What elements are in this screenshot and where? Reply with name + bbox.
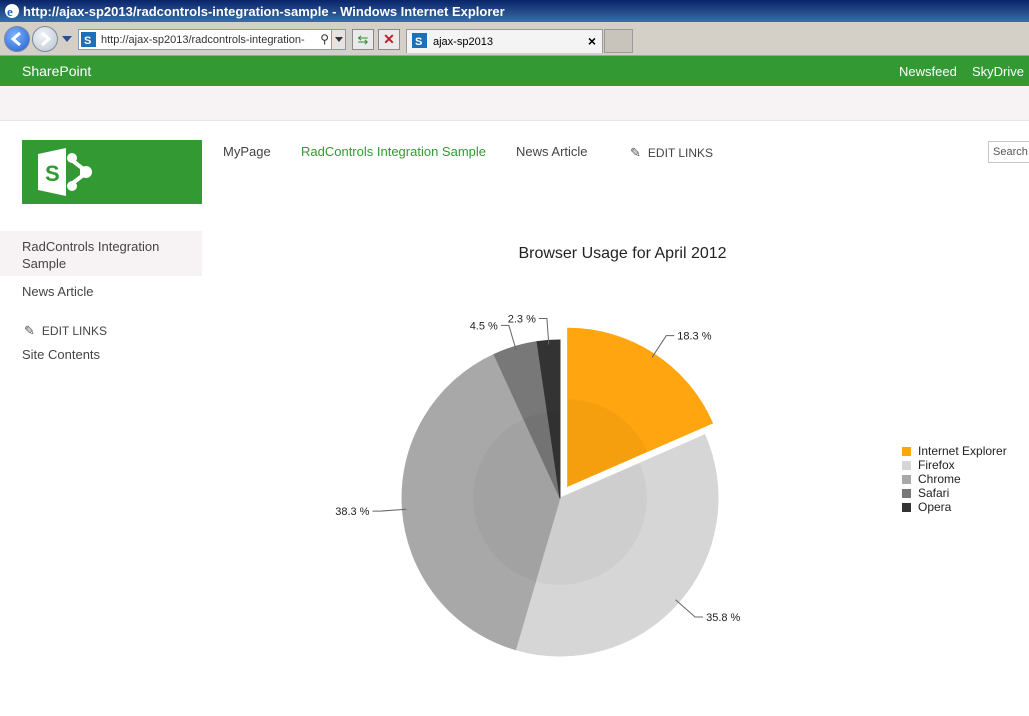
back-arrow-icon <box>10 31 21 47</box>
legend-item-opera[interactable]: Opera <box>902 500 1007 514</box>
edit-links-label: EDIT LINKS <box>41 324 108 338</box>
leftnav-item-news-article[interactable]: News Article <box>22 284 94 299</box>
leftnav-edit-links[interactable]: ✎ EDIT LINKS <box>24 323 107 339</box>
pie-data-label-opera: 2.3 % <box>508 313 536 325</box>
pie-leader-line-firefox <box>675 599 704 618</box>
pie-leader-line-chrome <box>372 508 407 512</box>
tab-close-icon[interactable]: × <box>587 33 596 49</box>
legend-swatch-opera <box>902 503 911 512</box>
forward-button[interactable] <box>32 26 58 52</box>
address-text: http://ajax-sp2013/radcontrols-integrati… <box>101 33 305 46</box>
pie-leader-line-safari <box>500 324 517 351</box>
leftnav-item-site-contents[interactable]: Site Contents <box>22 347 101 362</box>
legend-label-chrome: Chrome <box>918 472 961 486</box>
newsfeed-link[interactable]: Newsfeed <box>899 64 957 79</box>
chart-title: Browser Usage for April 2012 <box>518 245 727 262</box>
refresh-button[interactable]: ⇆ <box>352 29 374 50</box>
window-title-bar: e http://ajax-sp2013/radcontrols-integra… <box>0 0 1029 22</box>
recent-pages-dropdown[interactable] <box>62 36 72 42</box>
ie-icon: e <box>5 4 19 19</box>
sharepoint-logo-icon: S <box>38 148 92 196</box>
sharepoint-favicon: S <box>412 33 427 48</box>
legend-label-safari: Safari <box>918 486 950 500</box>
new-tab-button[interactable] <box>604 29 633 53</box>
legend-item-firefox[interactable]: Firefox <box>902 458 1007 472</box>
pencil-icon: ✎ <box>24 323 35 338</box>
skydrive-link[interactable]: SkyDrive <box>972 64 1025 79</box>
tab-label: ajax-sp2013 <box>433 35 493 48</box>
search-icon[interactable]: ⚲ <box>320 32 329 46</box>
forward-arrow-icon <box>41 31 52 47</box>
legend-swatch-internet-explorer <box>902 447 911 456</box>
pie-data-label-firefox: 35.8 % <box>706 612 740 624</box>
pie-leader-line-internet-explorer <box>651 335 675 358</box>
pie-data-label-safari: 4.5 % <box>470 320 498 332</box>
legend-swatch-chrome <box>902 475 911 484</box>
topnav-item-radcontrols[interactable]: RadControls Integration Sample <box>301 144 486 159</box>
window-title: http://ajax-sp2013/radcontrols-integrati… <box>23 3 505 19</box>
pie-data-label-chrome: 38.3 % <box>335 506 369 518</box>
legend-item-safari[interactable]: Safari <box>902 486 1007 500</box>
ribbon-area <box>0 86 1029 121</box>
topnav-item-mypage[interactable]: MyPage <box>223 144 271 159</box>
stop-icon: ✕ <box>383 31 395 47</box>
legend-swatch-firefox <box>902 461 911 470</box>
browser-usage-pie-chart: 18.3 % 35.8 % 38.3 % 4.5 % 2.3 % <box>335 313 741 657</box>
legend-label-firefox: Firefox <box>918 458 955 472</box>
legend-label-opera: Opera <box>918 500 952 514</box>
svg-text:S: S <box>415 36 422 48</box>
back-button[interactable] <box>4 26 30 52</box>
svg-text:S: S <box>84 35 91 47</box>
address-dropdown-button[interactable] <box>331 30 345 49</box>
site-logo[interactable]: S <box>22 140 202 204</box>
ie-toolbar: S http://ajax-sp2013/radcontrols-integra… <box>0 22 1029 56</box>
search-input[interactable]: Search <box>988 141 1029 163</box>
stop-button[interactable]: ✕ <box>378 29 400 50</box>
sharepoint-favicon: S <box>81 32 96 47</box>
edit-links-label: EDIT LINKS <box>647 146 714 160</box>
svg-text:e: e <box>7 4 13 19</box>
pie-leader-line-opera <box>538 317 550 345</box>
pie-data-label-internet-explorer: 18.3 % <box>677 331 711 343</box>
svg-text:S: S <box>45 161 60 186</box>
legend-label-internet-explorer: Internet Explorer <box>918 444 1007 458</box>
legend-item-chrome[interactable]: Chrome <box>902 472 1007 486</box>
legend-item-internet-explorer[interactable]: Internet Explorer <box>902 444 1007 458</box>
legend-swatch-safari <box>902 489 911 498</box>
leftnav-selected-highlight <box>0 231 202 276</box>
suite-bar: SharePoint Newsfeed SkyDrive <box>0 56 1029 86</box>
browser-tab[interactable]: S ajax-sp2013 × <box>406 29 603 53</box>
search-placeholder: Search <box>993 146 1028 158</box>
sharepoint-brand[interactable]: SharePoint <box>22 63 92 79</box>
pencil-icon: ✎ <box>630 145 641 160</box>
address-bar[interactable]: S http://ajax-sp2013/radcontrols-integra… <box>78 29 346 50</box>
topnav-edit-links[interactable]: ✎ EDIT LINKS <box>630 145 713 161</box>
topnav-item-news-article[interactable]: News Article <box>516 144 588 159</box>
refresh-icon: ⇆ <box>357 32 369 47</box>
chart-legend: Internet Explorer Firefox Chrome Safari Oper… <box>902 444 1007 514</box>
leftnav-item-radcontrols[interactable]: RadControls Integration Sample <box>22 239 160 271</box>
